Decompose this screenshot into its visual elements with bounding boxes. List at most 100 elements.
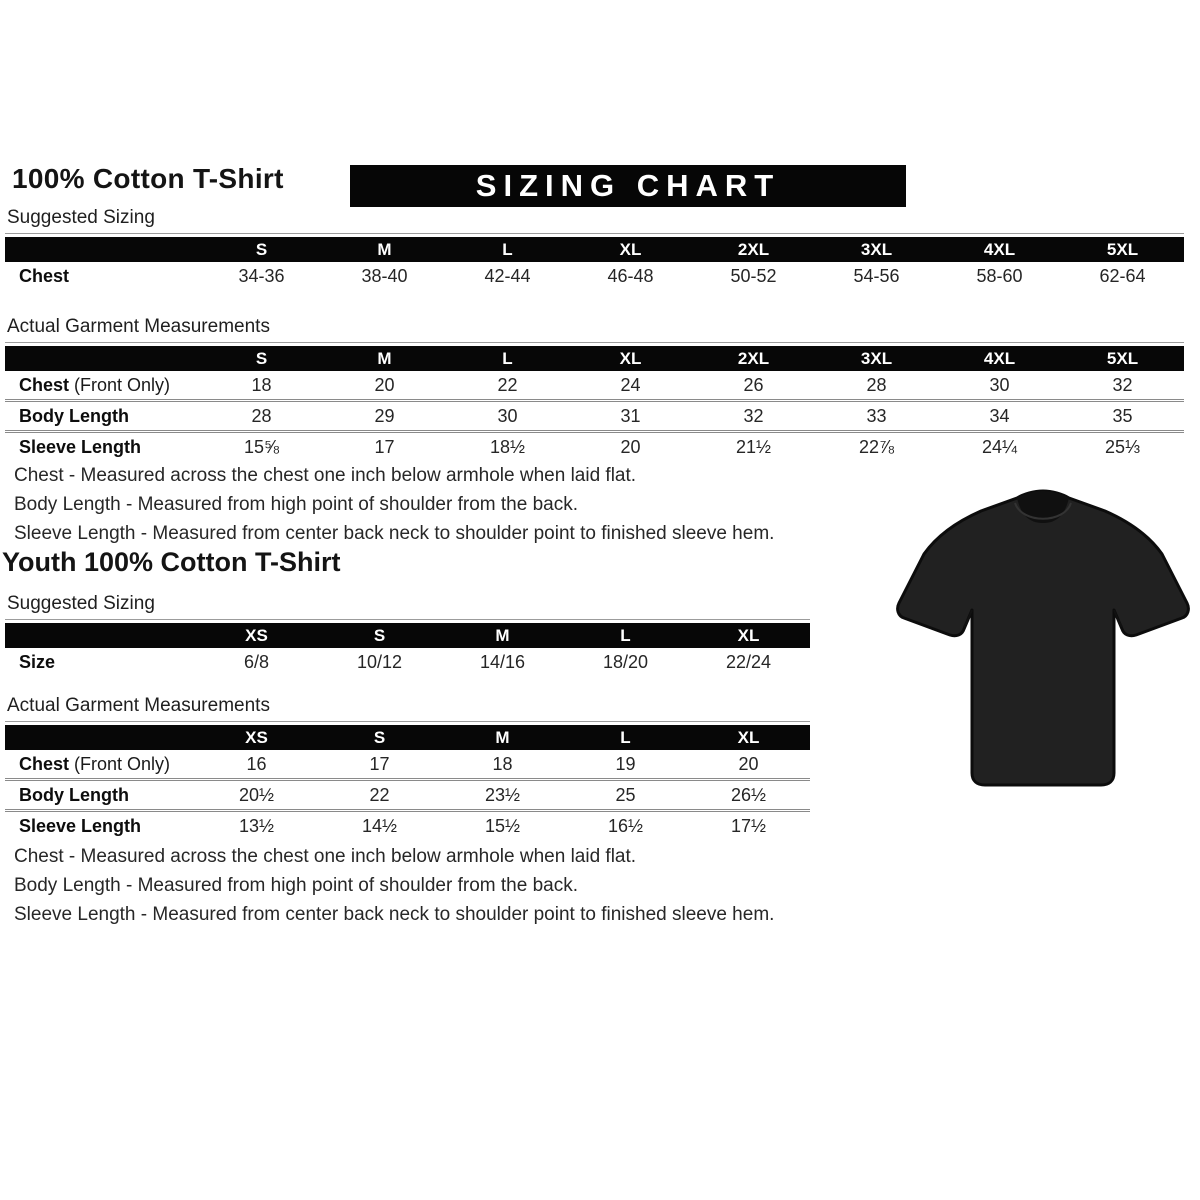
measurement-cell: 28 [866, 374, 887, 395]
sizing-chart-banner-label: SIZING CHART [475, 168, 781, 203]
measurement-cell: 22⅞ [858, 436, 895, 457]
tshirt-collar [1017, 491, 1069, 523]
measurement-cell: 19 [615, 753, 636, 774]
measurement-cell: 22/24 [725, 651, 772, 672]
measurement-note: Body Length - Measured from high point o… [14, 494, 578, 515]
measurement-cell: 50-52 [730, 265, 777, 286]
measurement-cell: 15⅝ [243, 436, 280, 457]
size-column-header: 5XL [1106, 348, 1139, 368]
tshirt-left-armhole-fold [963, 609, 973, 628]
size-column-header: XL [737, 625, 760, 645]
row-label-text: Sleeve Length [19, 815, 142, 836]
size-column-header: L [620, 625, 631, 645]
table-header-row: XS S M L XL [5, 623, 810, 648]
size-column-header: XL [619, 239, 642, 259]
size-column-header: L [502, 348, 513, 368]
section-label-actual-measurements: Actual Garment Measurements [5, 314, 1184, 343]
measurement-cell: 13½ [238, 815, 275, 836]
table-row: Size 6/8 10/12 14/16 18/20 22/24 [5, 648, 810, 676]
measurement-cell: 58-60 [976, 265, 1023, 286]
measurement-cell: 31 [620, 405, 641, 426]
measurement-cell: 15½ [484, 815, 521, 836]
row-label-text: Chest [19, 753, 70, 774]
measurement-cell: 32 [1112, 374, 1133, 395]
size-column-header: 2XL [737, 348, 770, 368]
youth-suggested-sizing-section: Suggested Sizing XS S M L XL Size 6/8 10/12 14… [5, 591, 810, 676]
size-column-header: 2XL [737, 239, 770, 259]
size-column-header: M [495, 727, 510, 747]
youth-page-title: Youth 100% Cotton T-Shirt [2, 547, 341, 577]
measurement-cell: 21½ [735, 436, 772, 457]
section-label-suggested-sizing: Suggested Sizing [5, 591, 810, 620]
measurement-cell: 26½ [730, 784, 767, 805]
row-label: Body Length [5, 785, 195, 806]
size-column-header: M [377, 239, 392, 259]
size-column-header: XL [619, 348, 642, 368]
measurement-cell: 22 [369, 784, 390, 805]
row-label-text: Chest [19, 374, 70, 395]
section-label-suggested-sizing: Suggested Sizing [5, 205, 1184, 234]
measurement-note: Sleeve Length - Measured from center bac… [14, 523, 775, 544]
table-row: Sleeve Length 13½ 14½ 15½ 16½ 17½ [5, 809, 810, 840]
row-label: Chest [5, 266, 200, 287]
measurement-cell: 18½ [489, 436, 526, 457]
size-column-header: L [502, 239, 513, 259]
measurement-note: Chest - Measured across the chest one in… [14, 846, 637, 867]
size-column-header: XL [737, 727, 760, 747]
measurement-cell: 25⅓ [1104, 436, 1141, 457]
measurement-cell: 18/20 [602, 651, 649, 672]
measurement-cell: 17 [374, 436, 395, 457]
measurement-cell: 62-64 [1099, 265, 1146, 286]
page-title: 100% Cotton T-Shirt [12, 163, 284, 194]
row-label-suffix: (Front Only) [69, 753, 171, 774]
size-column-header: XS [245, 727, 268, 747]
row-label-text: Chest [19, 265, 70, 286]
measurement-cell: 34 [989, 405, 1010, 426]
measurement-cell: 28 [251, 405, 272, 426]
size-column-header: L [620, 727, 631, 747]
measurement-note: Body Length - Measured from high point o… [14, 875, 578, 896]
tshirt-image [888, 477, 1198, 807]
measurement-cell: 24¼ [981, 436, 1018, 457]
tshirt-body [896, 489, 1190, 787]
measurement-note: Sleeve Length - Measured from center bac… [14, 904, 775, 925]
measurement-cell: 23½ [484, 784, 521, 805]
size-column-header: XS [245, 625, 268, 645]
size-column-header: 4XL [983, 239, 1016, 259]
measurement-cell: 24 [620, 374, 641, 395]
size-column-header: M [495, 625, 510, 645]
row-label: Chest (Front Only) [5, 375, 200, 396]
measurement-cell: 20 [620, 436, 641, 457]
youth-actual-measurements-section: Actual Garment Measurements XS S M L XL Ches… [5, 693, 810, 840]
table-header-row: S M L XL 2XL 3XL 4XL 5XL [5, 346, 1184, 371]
table-row: Sleeve Length 15⅝ 17 18½ 20 21½ 22⅞ 24¼ 25⅓ [5, 430, 1184, 461]
measurement-cell: 33 [866, 405, 887, 426]
size-column-header: 4XL [983, 348, 1016, 368]
size-column-header: 3XL [860, 239, 893, 259]
measurement-cell: 18 [251, 374, 272, 395]
table-row: Chest 34-36 38-40 42-44 46-48 50-52 54-56 58-6… [5, 262, 1184, 290]
measurement-cell: 10/12 [356, 651, 403, 672]
measurement-cell: 35 [1112, 405, 1133, 426]
size-column-header: 3XL [860, 348, 893, 368]
adult-suggested-sizing-section: Suggested Sizing S M L XL 2XL 3XL 4XL 5XL Chest… [5, 205, 1184, 290]
row-label: Size [5, 652, 195, 673]
size-column-header: S [373, 625, 386, 645]
measurement-cell: 29 [374, 405, 395, 426]
sizing-chart-banner: SIZING CHART [350, 165, 906, 207]
row-label-text: Sleeve Length [19, 436, 142, 457]
measurement-cell: 32 [743, 405, 764, 426]
table-row: Chest (Front Only) 18 20 22 24 26 28 30 32 [5, 371, 1184, 399]
size-column-header: S [255, 239, 268, 259]
table-row: Chest (Front Only) 16 17 18 19 20 [5, 750, 810, 778]
measurement-cell: 14½ [361, 815, 398, 836]
measurement-cell: 20 [738, 753, 759, 774]
measurement-cell: 20 [374, 374, 395, 395]
row-label-text: Body Length [19, 784, 129, 805]
measurement-cell: 6/8 [243, 651, 270, 672]
adult-measurement-notes: Chest - Measured across the chest one in… [14, 461, 774, 548]
measurement-cell: 42-44 [484, 265, 531, 286]
table-row: Body Length 20½ 22 23½ 25 26½ [5, 778, 810, 809]
row-label: Body Length [5, 406, 200, 427]
size-column-header: S [373, 727, 386, 747]
